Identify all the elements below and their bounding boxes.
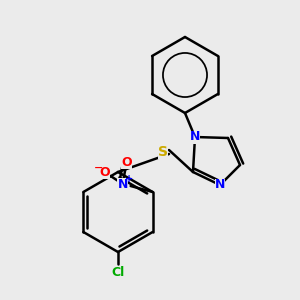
Text: N: N bbox=[118, 178, 128, 190]
Text: S: S bbox=[158, 145, 168, 159]
Text: O: O bbox=[99, 166, 110, 178]
Text: O: O bbox=[121, 155, 132, 169]
Text: N: N bbox=[215, 178, 225, 191]
Text: −: − bbox=[94, 163, 103, 173]
Text: Cl: Cl bbox=[111, 266, 124, 278]
Text: N: N bbox=[190, 130, 200, 143]
Text: +: + bbox=[124, 174, 133, 184]
